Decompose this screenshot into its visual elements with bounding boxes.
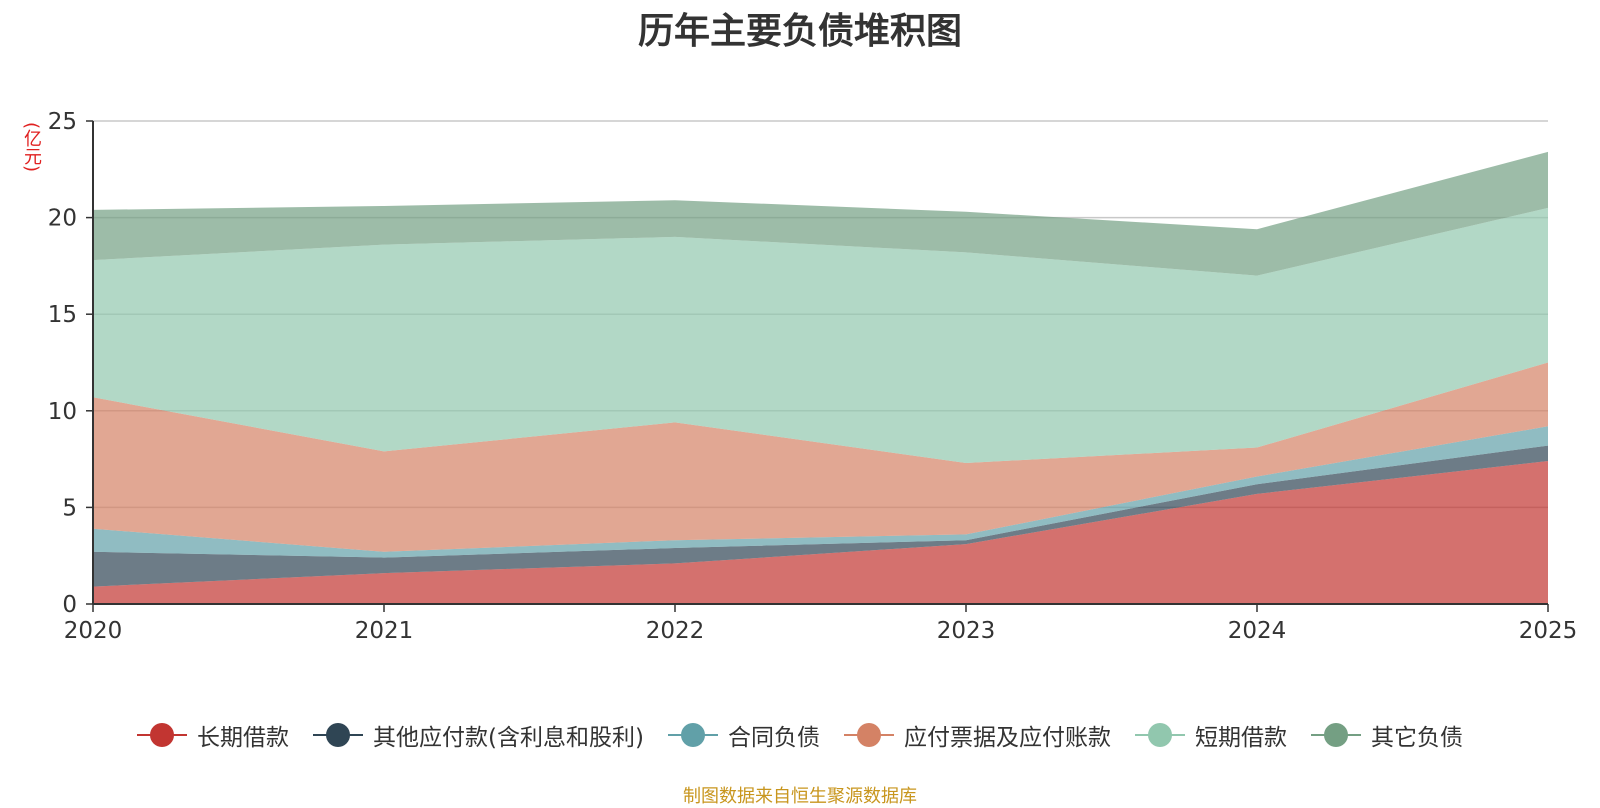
- area-4: [93, 362, 1548, 552]
- legend: 长期借款 其他应付款(含利息和股利) 合同负债 应付票据及应付账款 短期借款 其它负债: [0, 718, 1600, 752]
- x-tick-label: 2022: [646, 618, 705, 644]
- legend-item[interactable]: 其它负债: [1310, 718, 1463, 752]
- legend-marker-icon: [137, 723, 188, 747]
- legend-label: 短期借款: [1194, 725, 1287, 751]
- legend-item[interactable]: 应付票据及应付账款: [843, 718, 1111, 752]
- legend-marker-icon: [843, 723, 894, 747]
- x-tick-label: 2021: [355, 618, 414, 644]
- legend-item[interactable]: 合同负债: [667, 718, 820, 752]
- y-tick-label: 0: [62, 592, 77, 618]
- area-1: [93, 461, 1548, 604]
- area-3: [93, 426, 1548, 558]
- x-tick-label: 2025: [1519, 618, 1578, 644]
- area-5: [93, 207, 1548, 463]
- x-tick-label: 2020: [64, 618, 123, 644]
- legend-marker-icon: [667, 723, 718, 747]
- legend-label: 其它负债: [1370, 725, 1463, 751]
- y-tick-label: 15: [48, 302, 77, 328]
- data-source-note: 制图数据来自恒生聚源数据库: [683, 786, 917, 807]
- chart-title: 历年主要负债堆积图: [637, 11, 962, 52]
- x-tick-label: 2024: [1228, 618, 1287, 644]
- series-areas: [93, 151, 1548, 604]
- area-6: [93, 151, 1548, 276]
- area-2: [93, 445, 1548, 587]
- legend-label: 长期借款: [197, 725, 290, 751]
- legend-label: 合同负债: [727, 725, 820, 751]
- legend-label: 应付票据及应付账款: [903, 725, 1111, 751]
- y-axis-unit: (亿元): [21, 122, 42, 173]
- legend-marker-icon: [313, 723, 364, 747]
- legend-marker-icon: [1134, 723, 1185, 747]
- legend-item[interactable]: 其他应付款(含利息和股利): [313, 718, 644, 752]
- y-tick-label: 20: [48, 206, 77, 232]
- legend-marker-icon: [1310, 723, 1361, 747]
- legend-label: 其他应付款(含利息和股利): [373, 725, 644, 751]
- y-tick-label: 25: [48, 109, 77, 135]
- y-tick-label: 10: [48, 399, 77, 425]
- x-tick-label: 2023: [937, 618, 996, 644]
- legend-item[interactable]: 短期借款: [1134, 718, 1287, 752]
- legend-item[interactable]: 长期借款: [137, 718, 289, 752]
- y-tick-label: 5: [62, 495, 77, 521]
